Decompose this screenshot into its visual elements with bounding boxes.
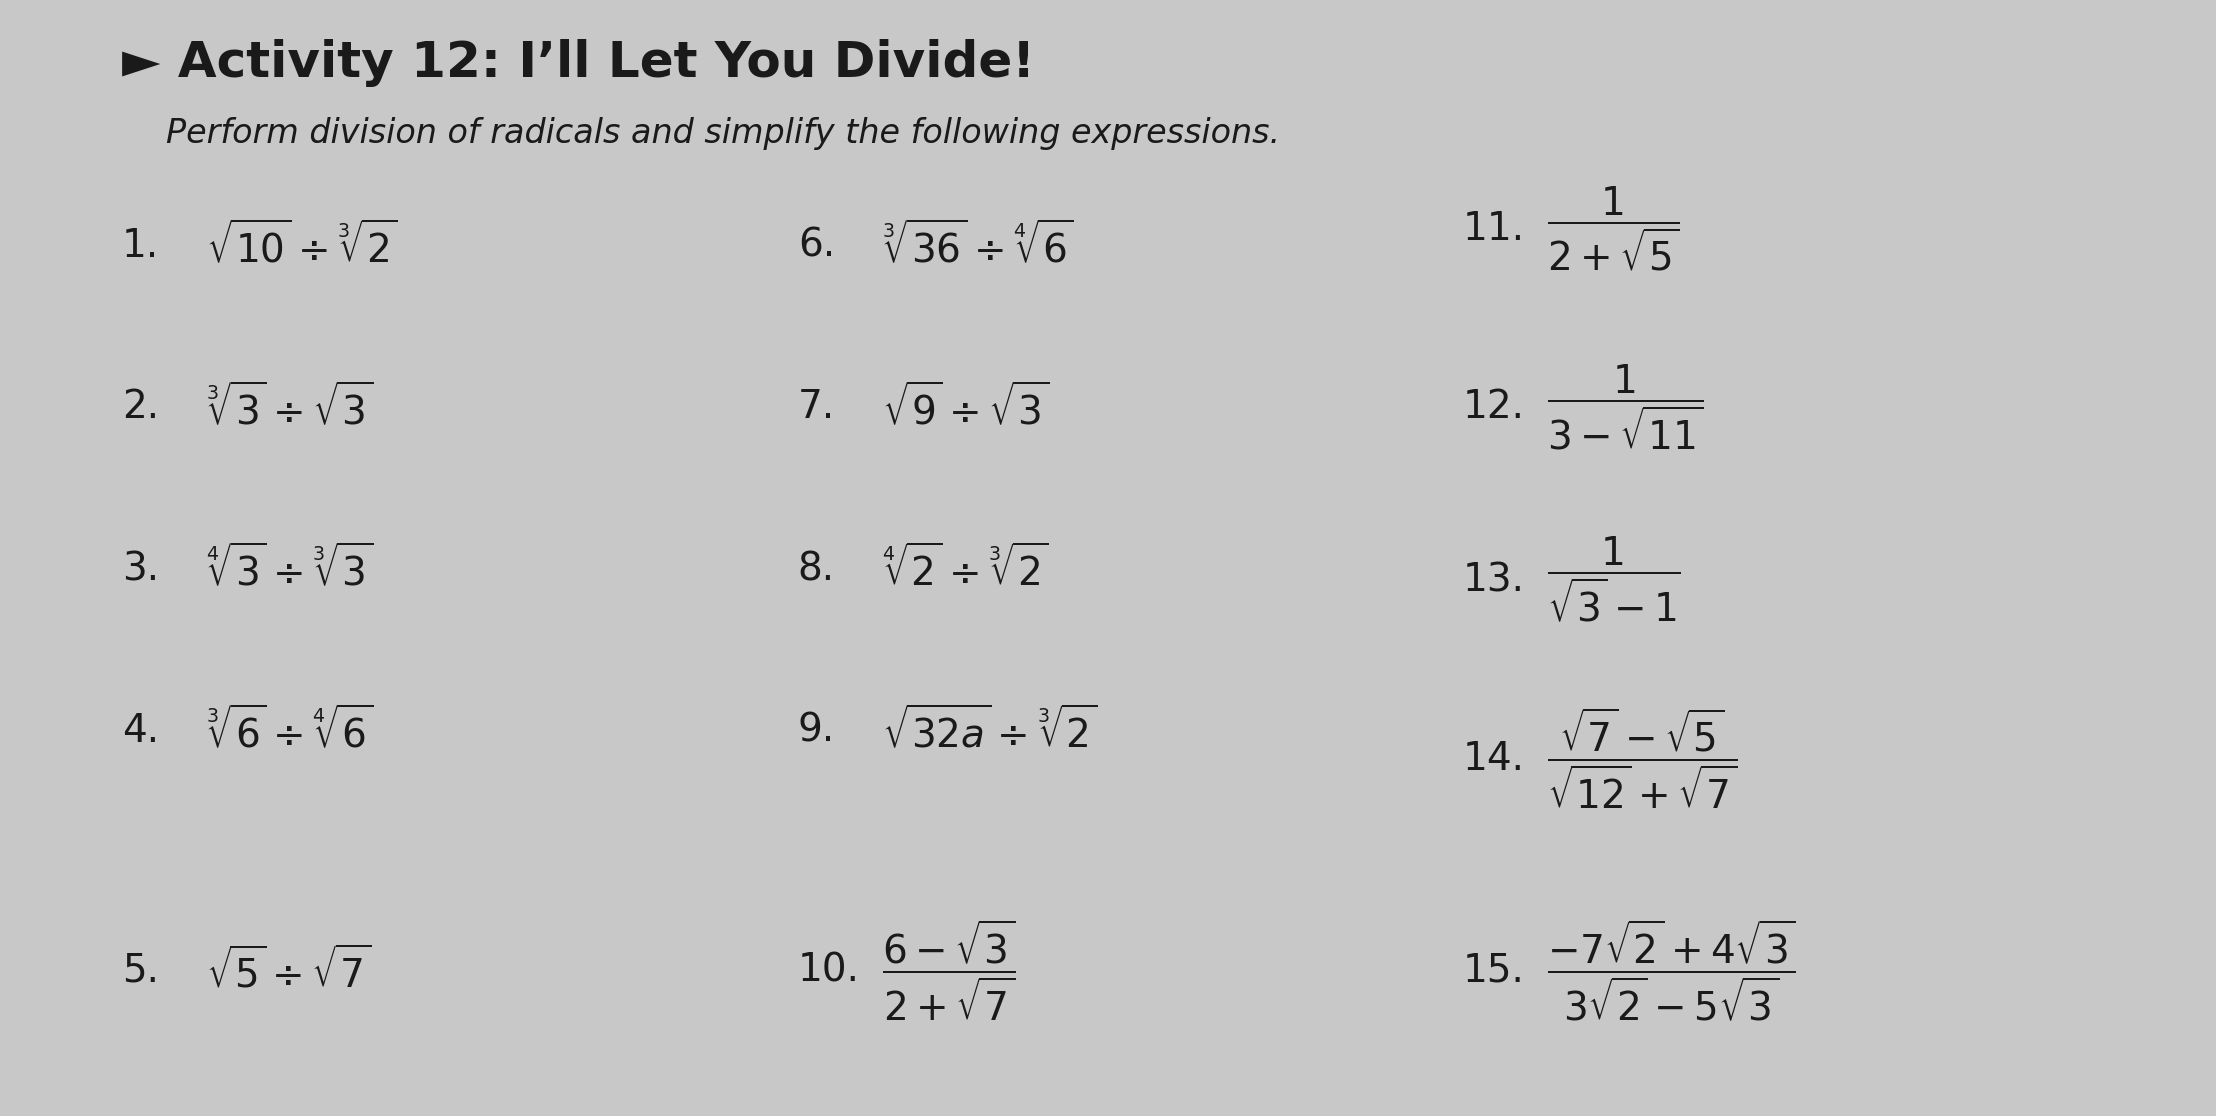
Text: 11.: 11.: [1463, 210, 1525, 248]
Text: $\sqrt{32a} \div \sqrt[3]{2}$: $\sqrt{32a} \div \sqrt[3]{2}$: [882, 706, 1097, 756]
Text: 5.: 5.: [122, 952, 160, 990]
Text: 10.: 10.: [798, 952, 860, 990]
Text: 7.: 7.: [798, 388, 835, 426]
Text: 12.: 12.: [1463, 388, 1525, 426]
Text: $\dfrac{1}{2+\sqrt{5}}$: $\dfrac{1}{2+\sqrt{5}}$: [1547, 184, 1680, 273]
Text: 9.: 9.: [798, 712, 835, 750]
Text: 15.: 15.: [1463, 952, 1525, 990]
Text: $\dfrac{1}{3-\sqrt{11}}$: $\dfrac{1}{3-\sqrt{11}}$: [1547, 363, 1704, 452]
Text: $\sqrt[3]{36} \div \sqrt[4]{6}$: $\sqrt[3]{36} \div \sqrt[4]{6}$: [882, 221, 1075, 270]
Text: $\sqrt{10} \div \sqrt[3]{2}$: $\sqrt{10} \div \sqrt[3]{2}$: [206, 221, 399, 270]
Text: 1.: 1.: [122, 227, 160, 264]
Text: 2.: 2.: [122, 388, 160, 426]
Text: 8.: 8.: [798, 550, 835, 588]
Text: $\dfrac{\sqrt{7}-\sqrt{5}}{\sqrt{12}+\sqrt{7}}$: $\dfrac{\sqrt{7}-\sqrt{5}}{\sqrt{12}+\sq…: [1547, 706, 1737, 811]
Text: $\sqrt[3]{6} \div \sqrt[4]{6}$: $\sqrt[3]{6} \div \sqrt[4]{6}$: [206, 706, 372, 756]
Text: $\sqrt[3]{3} \div \sqrt{3}$: $\sqrt[3]{3} \div \sqrt{3}$: [206, 383, 372, 432]
Text: $\sqrt{5} \div \sqrt{7}$: $\sqrt{5} \div \sqrt{7}$: [206, 946, 372, 995]
Text: $\dfrac{1}{\sqrt{3}-1}$: $\dfrac{1}{\sqrt{3}-1}$: [1547, 536, 1680, 625]
Text: Perform division of radicals and simplify the following expressions.: Perform division of radicals and simplif…: [166, 117, 1281, 151]
Text: 4.: 4.: [122, 712, 160, 750]
Text: $\dfrac{-7\sqrt{2}+4\sqrt{3}}{3\sqrt{2}-5\sqrt{3}}$: $\dfrac{-7\sqrt{2}+4\sqrt{3}}{3\sqrt{2}-…: [1547, 917, 1795, 1024]
Text: $\sqrt{9} \div \sqrt{3}$: $\sqrt{9} \div \sqrt{3}$: [882, 383, 1048, 432]
Text: 13.: 13.: [1463, 561, 1525, 599]
Text: 3.: 3.: [122, 550, 160, 588]
Text: ► Activity 12: I’ll Let You Divide!: ► Activity 12: I’ll Let You Divide!: [122, 39, 1035, 87]
Text: $\dfrac{6-\sqrt{3}}{2+\sqrt{7}}$: $\dfrac{6-\sqrt{3}}{2+\sqrt{7}}$: [882, 918, 1015, 1023]
Text: 6.: 6.: [798, 227, 835, 264]
Text: $\sqrt[4]{2} \div \sqrt[3]{2}$: $\sqrt[4]{2} \div \sqrt[3]{2}$: [882, 545, 1048, 594]
Text: 14.: 14.: [1463, 740, 1525, 778]
Text: $\sqrt[4]{3} \div \sqrt[3]{3}$: $\sqrt[4]{3} \div \sqrt[3]{3}$: [206, 545, 372, 594]
